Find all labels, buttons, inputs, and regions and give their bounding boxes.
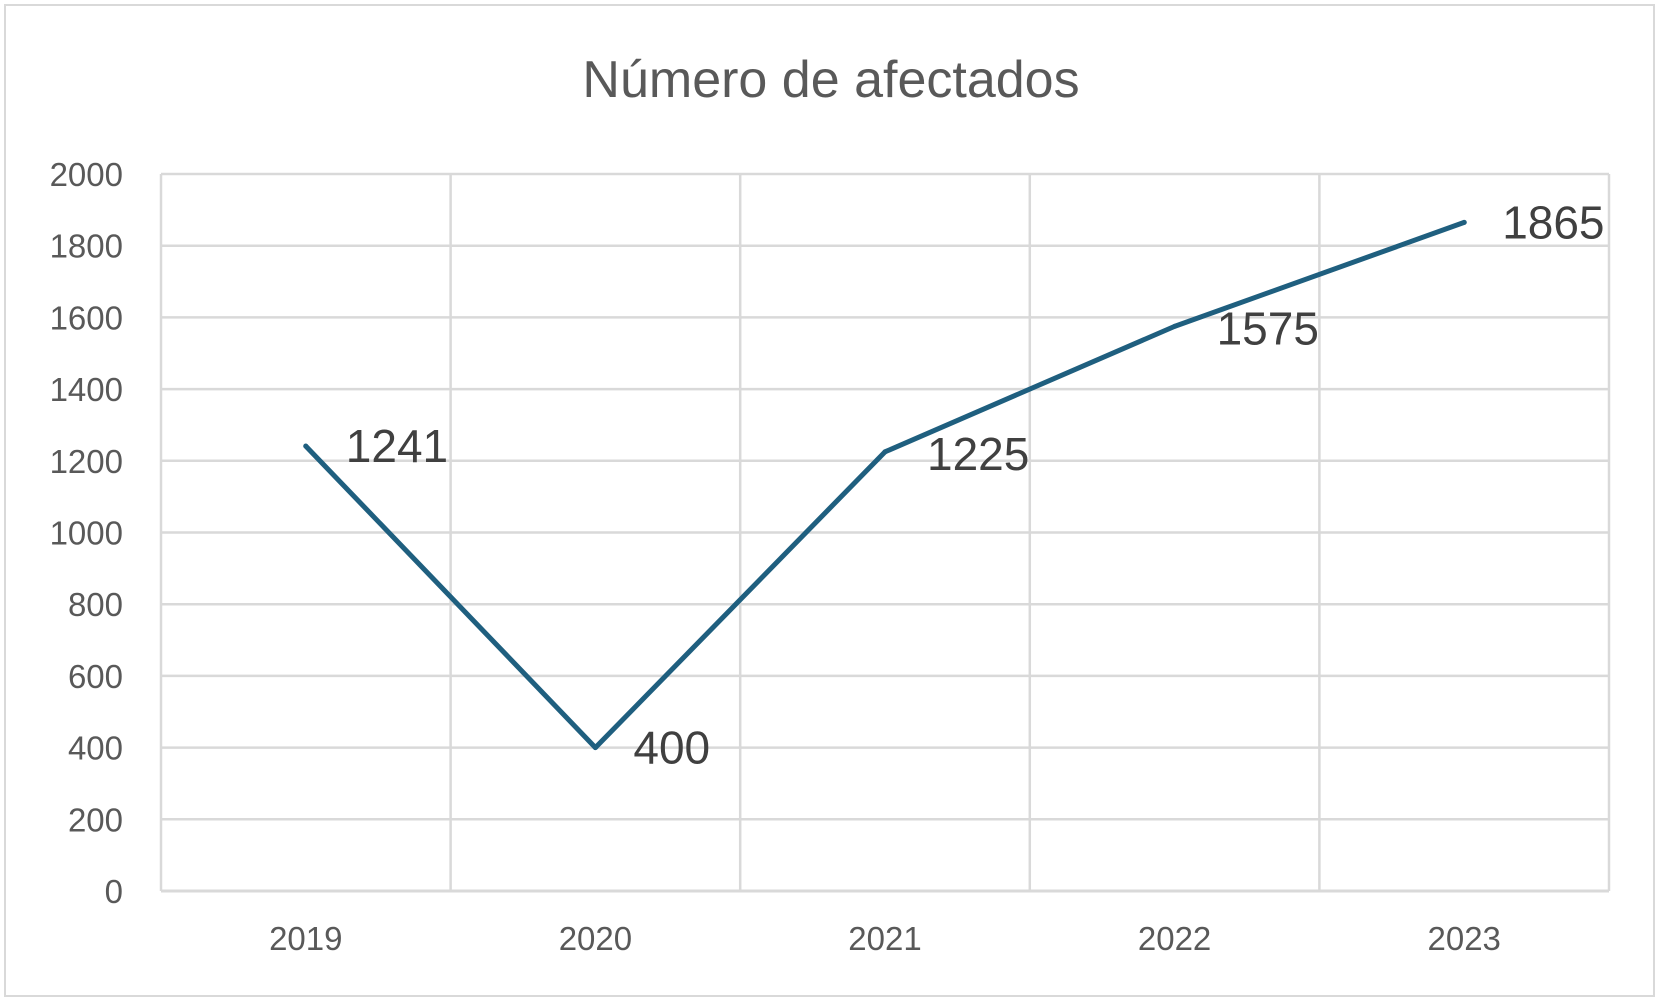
y-tick-label-600: 600 xyxy=(68,658,123,695)
x-tick-label-2021: 2021 xyxy=(848,920,921,957)
y-tick-label-1800: 1800 xyxy=(50,228,123,265)
x-tick-label-2022: 2022 xyxy=(1138,920,1211,957)
x-tick-label-2019: 2019 xyxy=(269,920,342,957)
series-layer xyxy=(303,219,1467,751)
grid-layer xyxy=(159,172,1611,893)
data-point-2020 xyxy=(592,745,598,751)
label-layer: 1241 400 1225 1575 1865 xyxy=(346,196,1605,773)
data-label-2022: 1575 xyxy=(1217,302,1319,354)
series-line-0 xyxy=(303,219,1467,751)
data-point-2021 xyxy=(882,449,888,455)
data-point-2022 xyxy=(1172,323,1178,329)
y-tick-label-800: 800 xyxy=(68,586,123,623)
y-tick-label-1600: 1600 xyxy=(50,299,123,336)
data-label-2021: 1225 xyxy=(927,428,1029,480)
axis-layer: 0 200 400 600 800 1000 1200 1400 1600 1800 2000 201… xyxy=(50,156,1609,957)
chart-title: Número de afectados xyxy=(582,51,1079,109)
data-point-2023 xyxy=(1461,219,1467,225)
x-tick-label-2020: 2020 xyxy=(559,920,632,957)
y-tick-label-1000: 1000 xyxy=(50,515,123,552)
y-tick-label-0: 0 xyxy=(105,873,123,910)
y-tick-label-400: 400 xyxy=(68,730,123,767)
y-tick-label-2000: 2000 xyxy=(50,156,123,193)
chart-frame xyxy=(4,4,1655,997)
y-tick-label-200: 200 xyxy=(68,801,123,838)
data-label-2019: 1241 xyxy=(346,420,448,472)
x-tick-label-2023: 2023 xyxy=(1427,920,1500,957)
y-tick-label-1400: 1400 xyxy=(50,371,123,408)
data-label-2020: 400 xyxy=(633,722,710,774)
y-tick-label-1200: 1200 xyxy=(50,443,123,480)
data-label-2023: 1865 xyxy=(1502,196,1604,248)
data-point-2019 xyxy=(303,443,309,449)
